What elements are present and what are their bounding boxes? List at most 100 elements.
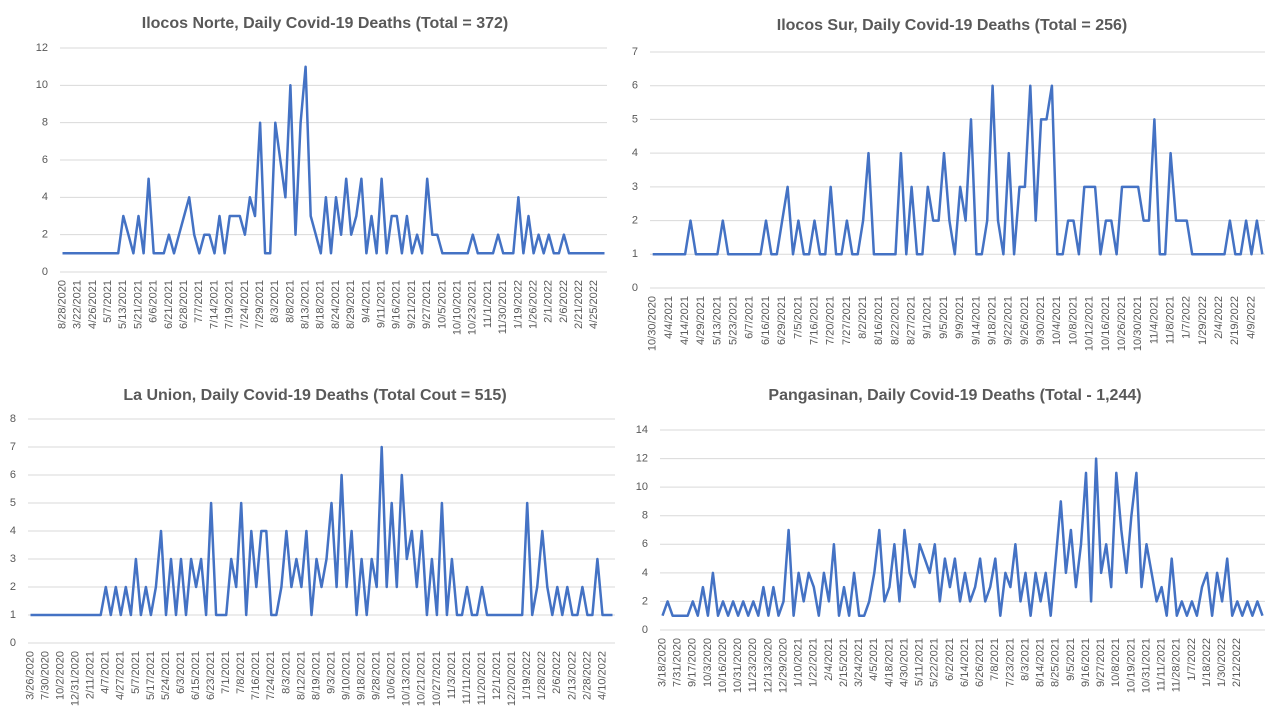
x-tick-label: 9/26/2021 <box>1019 296 1031 345</box>
chart-title: Pangasinan, Daily Covid-19 Deaths (Total… <box>768 387 1141 404</box>
x-tick-label: 10/4/2021 <box>1051 296 1063 345</box>
x-tick-label: 12/13/2020 <box>762 638 774 693</box>
y-tick-label: 2 <box>632 214 638 226</box>
x-tick-label: 11/28/2021 <box>1171 638 1183 692</box>
x-tick-label: 7/16/2021 <box>250 651 262 700</box>
y-tick-label: 3 <box>10 553 16 565</box>
x-tick-label: 7/24/2021 <box>239 280 251 329</box>
x-tick-label: 4/9/2022 <box>1245 296 1257 339</box>
x-tick-label: 8/25/2021 <box>1050 638 1062 687</box>
x-tick-label: 8/18/2021 <box>315 280 327 329</box>
x-tick-label: 8/16/2021 <box>873 296 885 345</box>
y-tick-label: 6 <box>42 154 48 166</box>
x-tick-label: 2/6/2022 <box>558 280 570 323</box>
y-tick-label: 6 <box>632 80 638 92</box>
x-tick-label: 10/2/2020 <box>55 651 67 700</box>
x-tick-label: 9/16/2021 <box>1080 638 1092 687</box>
x-tick-label: 7/14/2021 <box>208 280 220 329</box>
x-tick-label: 8/14/2021 <box>1035 638 1047 687</box>
x-tick-label: 11/4/2021 <box>1148 296 1160 344</box>
x-tick-label: 10/16/2021 <box>1100 296 1112 351</box>
x-tick-label: 9/21/2021 <box>406 280 418 329</box>
x-tick-label: 9/4/2021 <box>360 280 372 323</box>
x-tick-label: 9/1/2021 <box>922 296 934 339</box>
x-tick-label: 7/29/2021 <box>254 280 266 329</box>
x-tick-label: 5/11/2021 <box>914 638 926 686</box>
x-tick-label: 1/30/2022 <box>1216 638 1228 687</box>
y-tick-label: 6 <box>642 538 648 550</box>
x-tick-label: 11/20/2021 <box>476 651 488 705</box>
x-tick-label: 1/19/2022 <box>512 280 524 329</box>
x-tick-label: 7/1/2021 <box>220 651 232 694</box>
x-tick-label: 5/17/2021 <box>145 651 157 700</box>
x-tick-label: 11/11/2021 <box>461 651 473 704</box>
x-tick-label: 9/14/2021 <box>970 296 982 345</box>
x-tick-label: 11/3/2021 <box>446 651 458 699</box>
x-tick-label: 10/10/2021 <box>451 280 463 335</box>
y-tick-label: 5 <box>632 113 638 125</box>
x-tick-label: 4/27/2021 <box>115 651 127 700</box>
x-tick-label: 9/9/2021 <box>954 296 966 339</box>
y-tick-label: 4 <box>10 525 16 537</box>
x-tick-label: 7/8/2021 <box>235 651 247 694</box>
x-tick-label: 2/11/2021 <box>85 651 97 699</box>
x-tick-label: 7/16/2021 <box>808 296 820 345</box>
x-tick-label: 1/7/2022 <box>1186 638 1198 681</box>
x-tick-label: 2/15/2021 <box>838 638 850 687</box>
x-tick-label: 5/13/2021 <box>711 296 723 345</box>
x-tick-label: 8/12/2021 <box>295 651 307 700</box>
x-tick-label: 12/31/2020 <box>70 651 82 706</box>
x-tick-label: 6/6/2021 <box>148 280 160 323</box>
x-tick-label: 7/20/2021 <box>825 296 837 345</box>
y-tick-label: 8 <box>42 117 48 129</box>
x-tick-label: 5/7/2021 <box>130 651 142 694</box>
x-tick-label: 9/10/2021 <box>340 651 352 700</box>
y-tick-label: 0 <box>42 266 48 278</box>
x-tick-label: 7/31/2020 <box>672 638 684 687</box>
x-tick-label: 6/29/2021 <box>776 296 788 345</box>
x-tick-label: 9/30/2021 <box>1035 296 1047 345</box>
y-tick-label: 12 <box>36 42 48 54</box>
x-tick-label: 2/6/2022 <box>551 651 563 694</box>
x-tick-label: 6/7/2021 <box>744 296 756 339</box>
x-tick-label: 10/6/2021 <box>386 651 398 700</box>
x-tick-label: 10/12/2021 <box>1084 296 1096 351</box>
x-tick-label: 10/5/2021 <box>436 280 448 329</box>
x-tick-label: 9/28/2021 <box>371 651 383 700</box>
y-tick-label: 4 <box>632 147 638 159</box>
y-tick-label: 0 <box>642 624 648 636</box>
y-tick-label: 8 <box>642 510 648 522</box>
x-tick-label: 6/3/2021 <box>175 651 187 694</box>
x-tick-label: 2/12/2022 <box>1231 638 1243 687</box>
x-tick-label: 12/20/2021 <box>506 651 518 706</box>
y-tick-label: 4 <box>42 191 48 203</box>
x-tick-label: 7/7/2021 <box>193 280 205 323</box>
x-tick-label: 7/8/2021 <box>989 638 1001 681</box>
x-tick-label: 4/14/2021 <box>679 296 691 345</box>
x-tick-label: 7/19/2021 <box>224 280 236 329</box>
x-tick-label: 11/30/2021 <box>497 280 509 334</box>
chart-title: Ilocos Norte, Daily Covid-19 Deaths (Tot… <box>142 15 508 32</box>
y-tick-label: 2 <box>642 595 648 607</box>
x-tick-label: 10/8/2021 <box>1067 296 1079 345</box>
data-line <box>652 84 1264 256</box>
y-tick-label: 7 <box>632 46 638 58</box>
x-tick-label: 8/28/2020 <box>56 280 68 329</box>
x-tick-label: 9/17/2020 <box>687 638 699 687</box>
x-tick-label: 4/5/2021 <box>868 638 880 681</box>
x-tick-label: 7/23/2021 <box>1004 638 1016 687</box>
x-tick-label: 2/4/2021 <box>823 638 835 681</box>
x-tick-label: 8/3/2021 <box>269 280 281 323</box>
x-tick-label: 8/29/2021 <box>345 280 357 329</box>
x-tick-label: 10/3/2020 <box>702 638 714 687</box>
x-tick-label: 7/5/2021 <box>792 296 804 339</box>
x-tick-label: 5/7/2021 <box>102 280 114 323</box>
x-tick-label: 11/1/2021 <box>482 280 494 328</box>
y-tick-label: 0 <box>10 637 16 649</box>
x-tick-label: 2/21/2022 <box>573 280 585 329</box>
data-line <box>661 457 1264 617</box>
x-tick-label: 8/27/2021 <box>906 296 918 345</box>
x-tick-label: 10/31/2020 <box>732 638 744 693</box>
y-tick-label: 6 <box>10 469 16 481</box>
x-tick-label: 2/4/2022 <box>1213 296 1225 339</box>
